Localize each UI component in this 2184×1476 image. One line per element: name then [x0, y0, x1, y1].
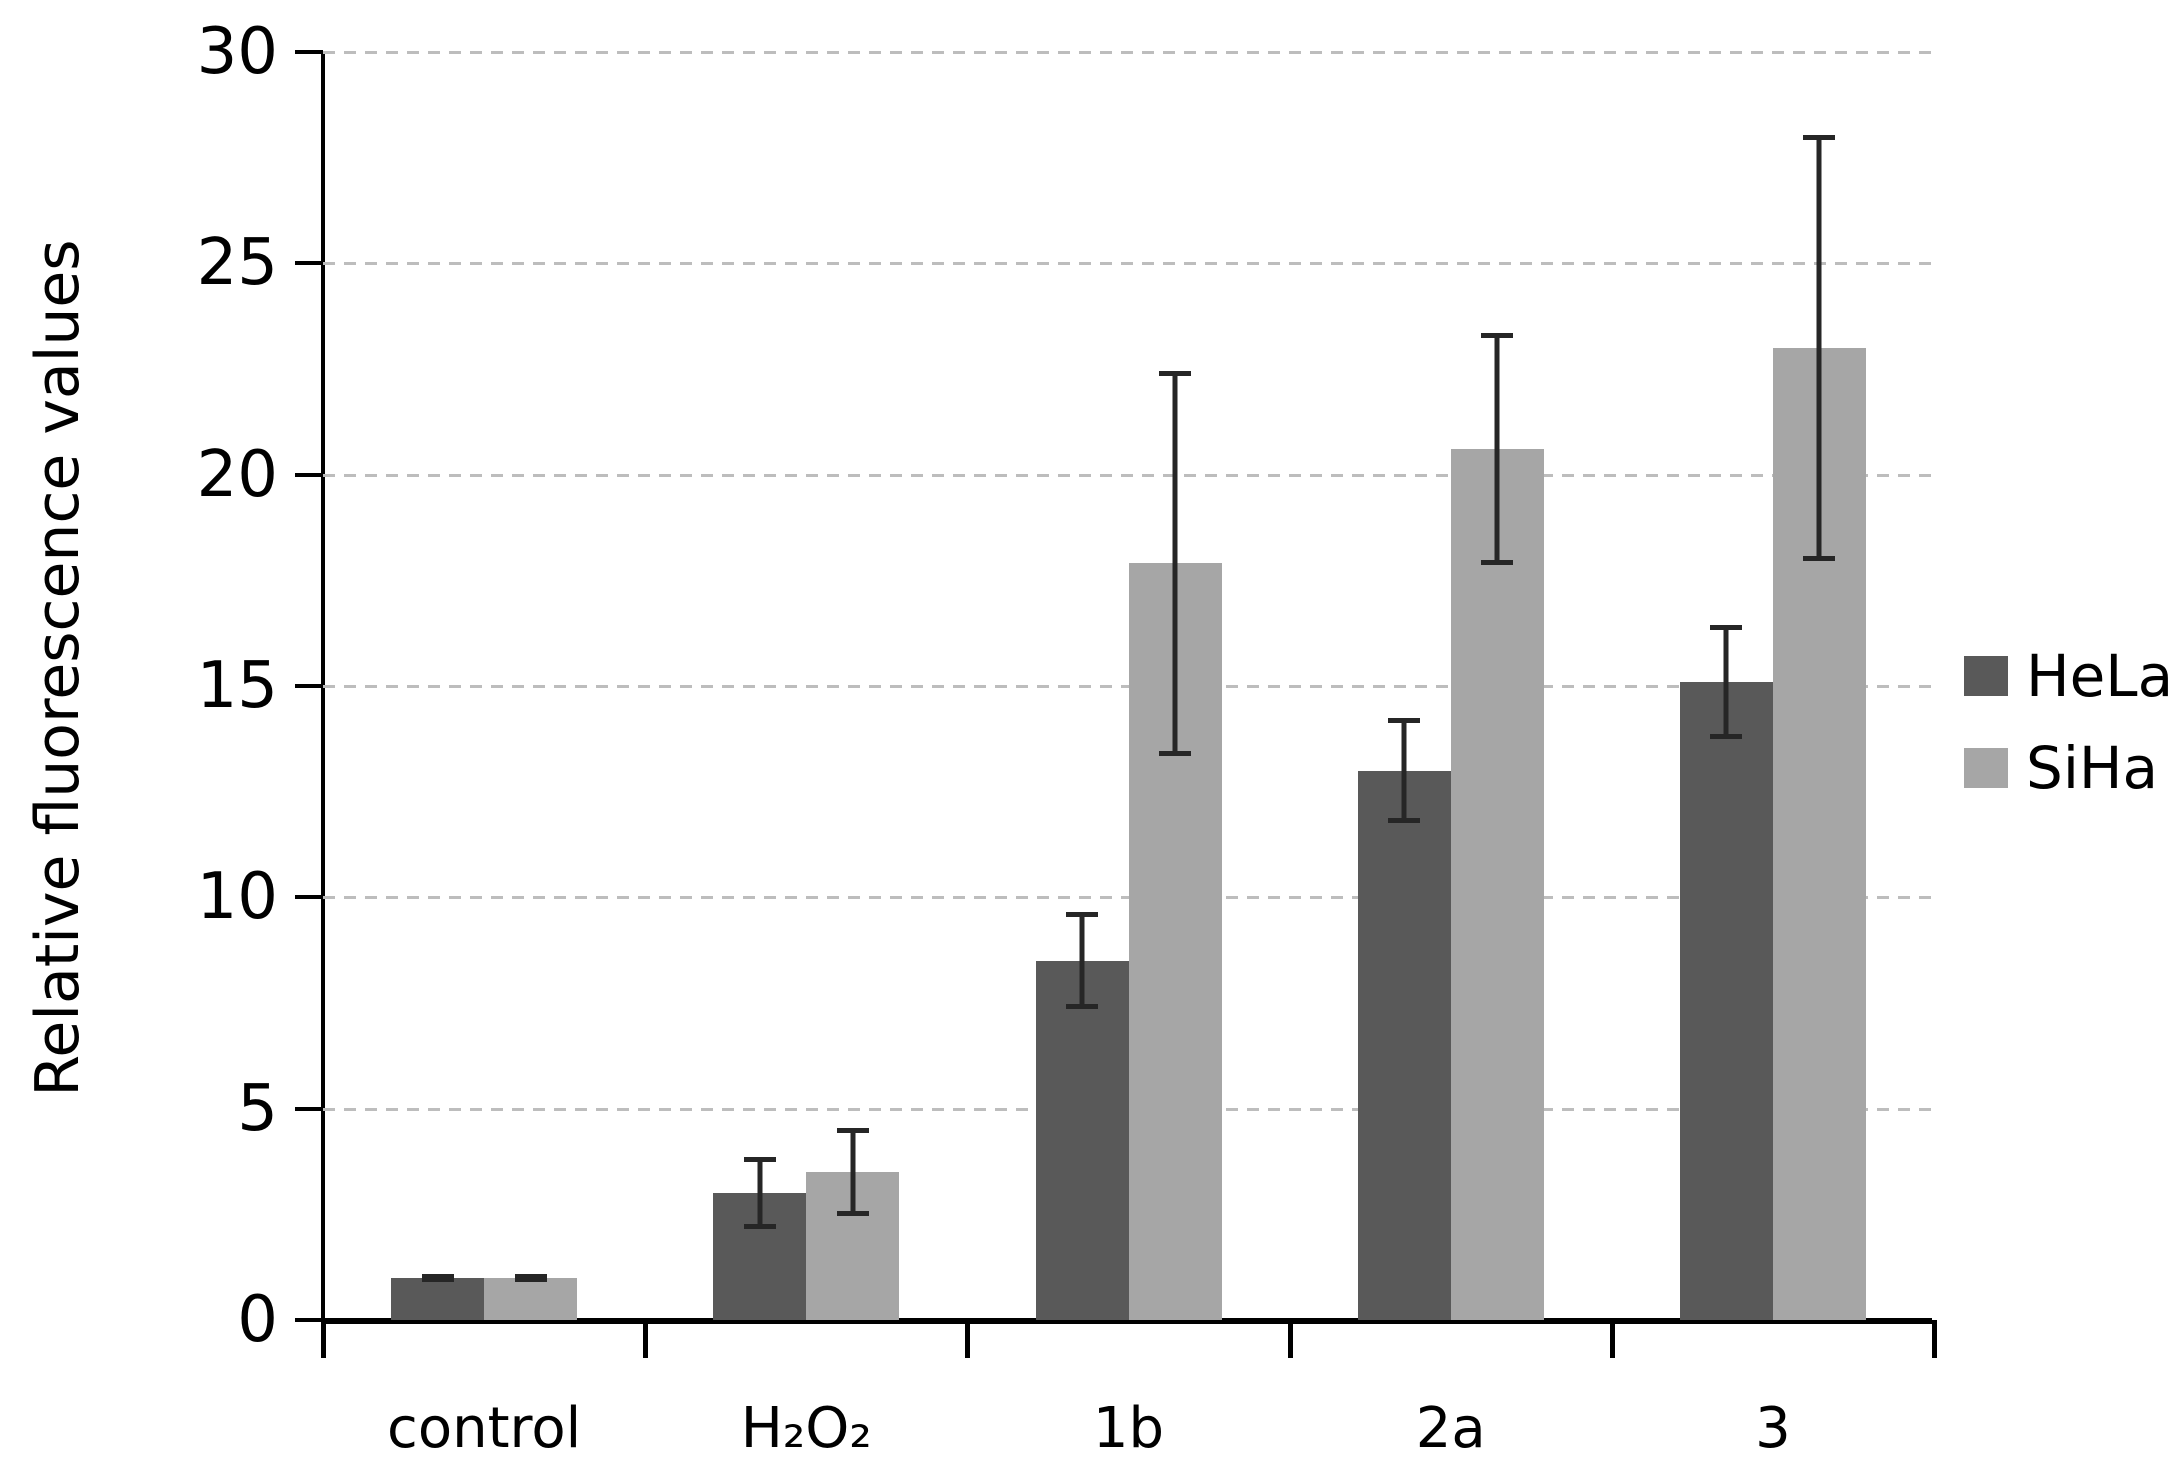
legend-label-hela: HeLa [2026, 642, 2174, 710]
legend-swatch-siha [1964, 748, 2008, 788]
error-bar-hela-2a [1401, 719, 1407, 822]
y-axis-line [321, 52, 325, 1324]
error-cap-bottom [514, 1276, 547, 1282]
legend-swatch-hela [1964, 656, 2008, 696]
y-tick-label-20: 20 [196, 437, 278, 512]
y-axis-tick-10 [295, 895, 323, 900]
y-axis-tick-5 [295, 1106, 323, 1111]
x-category-label-4: 2a [1415, 1396, 1486, 1461]
error-bar-siha-2a [1494, 335, 1500, 564]
y-axis-tick-20 [295, 472, 323, 477]
error-cap-top [1710, 624, 1743, 630]
legend: HeLa SiHa [1964, 642, 2174, 832]
error-cap-top [1481, 333, 1514, 339]
bar-hela-3[interactable] [1679, 681, 1773, 1320]
y-axis-title: Relative fluorescence values [23, 239, 93, 1097]
y-tick-label-30: 30 [196, 15, 278, 89]
error-cap-bottom [421, 1276, 454, 1282]
error-cap-top [1803, 134, 1836, 140]
x-axis-line [321, 1318, 1932, 1324]
bar-siha-2a[interactable] [1450, 449, 1544, 1320]
error-cap-top [1066, 912, 1098, 918]
bar-hela-control[interactable] [391, 1277, 485, 1320]
bar-hela-2a[interactable] [1357, 770, 1451, 1320]
error-bar-hela-3 [1723, 626, 1729, 737]
y-tick-label-25: 25 [196, 226, 278, 301]
error-cap-bottom [1481, 560, 1514, 566]
error-bar-siha-H₂O₂ [850, 1129, 856, 1215]
error-cap-top [836, 1127, 869, 1133]
error-cap-bottom [1159, 750, 1191, 756]
bar-siha-control[interactable] [484, 1277, 578, 1320]
error-cap-bottom [743, 1224, 776, 1229]
y-axis-tick-30 [295, 50, 323, 54]
y-tick-label-10: 10 [196, 860, 278, 935]
error-cap-top [1159, 371, 1191, 377]
x-axis-tick-5 [1932, 1320, 1937, 1358]
error-cap-top [1388, 717, 1421, 723]
gridline-30 [323, 51, 1934, 54]
y-axis-tick-25 [295, 261, 323, 266]
x-category-label-5: 3 [1755, 1396, 1791, 1461]
error-cap-top [514, 1273, 547, 1279]
y-tick-label-5: 5 [237, 1071, 278, 1146]
bar-hela-1b[interactable] [1035, 960, 1129, 1320]
error-bar-siha-3 [1816, 136, 1822, 560]
x-axis-tick-3 [1287, 1320, 1293, 1358]
gridline-20 [323, 473, 1934, 477]
x-category-label-1: control [387, 1396, 582, 1461]
y-tick-label-15: 15 [196, 649, 278, 723]
error-bar-hela-1b [1079, 914, 1085, 1008]
x-axis-tick-4 [1609, 1320, 1615, 1358]
error-cap-bottom [1066, 1004, 1098, 1010]
error-cap-top [743, 1157, 776, 1163]
x-axis-tick-1 [643, 1320, 649, 1358]
x-axis-tick-0 [321, 1320, 326, 1358]
error-bar-hela-H₂O₂ [757, 1159, 763, 1227]
y-tick-label-0: 0 [237, 1283, 278, 1357]
y-axis-tick-15 [295, 684, 323, 688]
legend-label-siha: SiHa [2026, 734, 2159, 802]
x-axis-tick-2 [965, 1320, 971, 1358]
error-cap-top [421, 1273, 454, 1279]
x-category-label-2: H₂O₂ [740, 1396, 872, 1461]
y-axis-tick-0 [295, 1318, 323, 1322]
gridline-25 [323, 262, 1934, 266]
error-cap-bottom [1388, 818, 1421, 824]
error-bar-siha-1b [1172, 373, 1178, 754]
legend-item-hela: HeLa [1964, 642, 2174, 710]
x-category-label-3: 1b [1092, 1396, 1165, 1461]
error-cap-bottom [836, 1211, 869, 1217]
legend-item-siha: SiHa [1964, 734, 2173, 802]
error-cap-bottom [1710, 733, 1743, 739]
error-cap-bottom [1803, 556, 1836, 562]
